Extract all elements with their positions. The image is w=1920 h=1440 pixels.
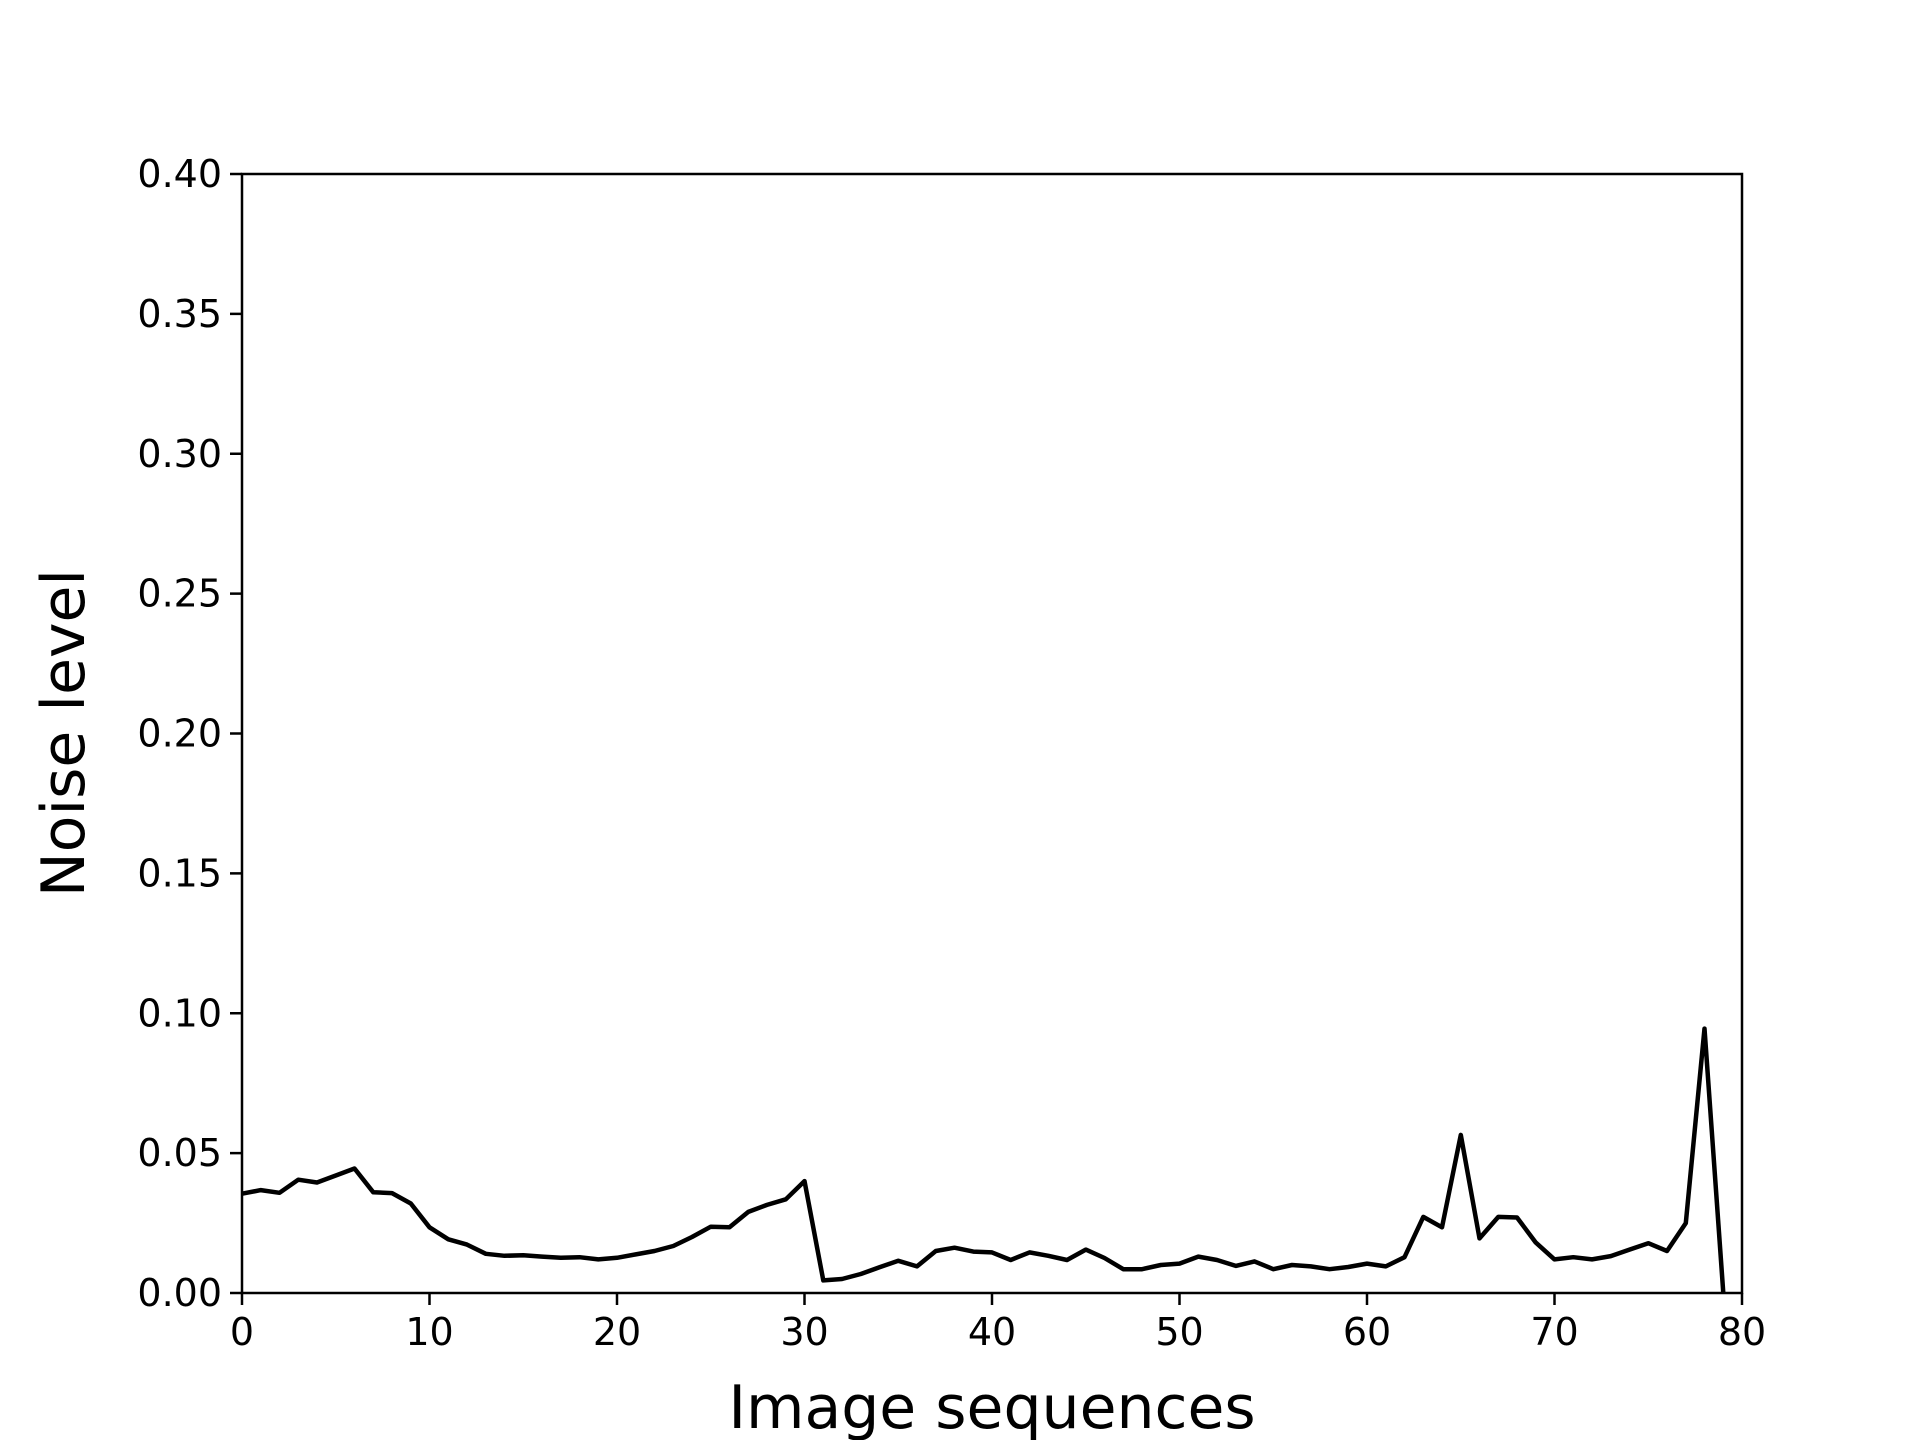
y-tick-label: 0.20: [137, 712, 222, 756]
y-axis-ticks: 0.00 0.05 0.10 0.15 0.20 0.25 0.30 0.35 0.40: [137, 152, 242, 1315]
x-tick-label: 80: [1718, 1310, 1766, 1354]
plot-area: [242, 174, 1742, 1293]
y-tick-label: 0.00: [137, 1271, 222, 1315]
x-tick-label: 10: [405, 1310, 453, 1354]
y-tick-label: 0.40: [137, 152, 222, 196]
x-tick-label: 40: [968, 1310, 1016, 1354]
x-axis-title: Image sequences: [728, 1373, 1255, 1440]
y-tick-label: 0.15: [137, 851, 222, 895]
x-axis-ticks: 0 10 20 30 40 50 60 70 80: [230, 1293, 1766, 1354]
x-tick-label: 70: [1530, 1310, 1578, 1354]
x-tick-label: 20: [593, 1310, 641, 1354]
x-tick-label: 60: [1343, 1310, 1391, 1354]
y-tick-label: 0.05: [137, 1131, 222, 1175]
y-tick-label: 0.35: [137, 292, 222, 336]
plot-frame: [240, 172, 1744, 1295]
x-tick-label: 50: [1155, 1310, 1203, 1354]
y-tick-label: 0.10: [137, 991, 222, 1035]
y-axis-title: Noise level: [29, 569, 99, 897]
y-tick-label: 0.25: [137, 572, 222, 616]
noise-level-line: [241, 1026, 1726, 1294]
x-tick-label: 0: [230, 1310, 254, 1354]
x-tick-label: 30: [780, 1310, 828, 1354]
y-tick-label: 0.30: [137, 432, 222, 476]
